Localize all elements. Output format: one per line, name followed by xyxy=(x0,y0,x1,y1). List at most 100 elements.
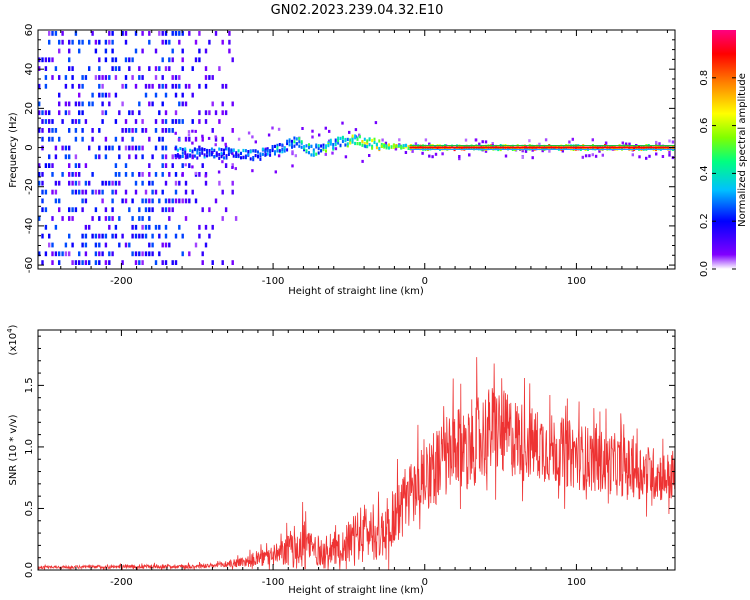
heatmap-cell xyxy=(221,216,224,221)
heatmap-cell xyxy=(201,134,204,138)
heatmap-cell xyxy=(305,149,308,153)
heatmap-cell xyxy=(124,83,128,89)
heatmap-cell xyxy=(269,149,272,153)
heatmap-cell xyxy=(191,189,194,195)
heatmap-cell xyxy=(94,189,98,195)
heatmap-cell xyxy=(171,198,174,204)
heatmap-cell xyxy=(151,207,154,213)
heatmap-cell xyxy=(188,22,190,27)
heatmap-cell xyxy=(71,66,74,71)
heatmap-cell xyxy=(385,144,388,148)
heatmap-cell xyxy=(232,148,235,152)
heatmap-cell xyxy=(131,251,134,257)
heatmap-cell xyxy=(134,154,138,160)
heatmap-cell xyxy=(182,22,184,27)
heatmap-cell xyxy=(154,189,158,195)
heatmap-cell xyxy=(218,156,221,160)
heatmap-cell xyxy=(74,207,78,213)
heatmap-cell xyxy=(91,92,94,98)
heatmap-cell xyxy=(108,224,111,230)
heatmap-cell xyxy=(141,260,144,265)
heatmap-cell xyxy=(78,260,81,265)
heatmap-cell xyxy=(311,135,314,139)
heatmap-cell xyxy=(215,153,218,157)
heatmap-cell xyxy=(177,138,181,142)
snr-y-axis-label: SNR (10 * v/v) xyxy=(8,414,19,485)
heatmap-cell xyxy=(288,143,291,147)
heatmap-cell xyxy=(148,101,151,107)
heatmap-cell xyxy=(68,180,71,186)
heatmap-cell xyxy=(208,39,211,45)
heatmap-cell xyxy=(218,153,221,157)
heatmap-cell xyxy=(158,198,161,204)
heatmap-cell xyxy=(194,39,198,45)
heatmap-cell xyxy=(247,153,250,157)
heatmap-cell xyxy=(317,147,320,151)
heatmap-cell xyxy=(174,131,177,135)
heatmap-cell xyxy=(531,156,534,160)
heatmap-cell xyxy=(148,242,151,248)
heatmap-cell xyxy=(398,138,401,142)
heatmap-cell xyxy=(54,180,58,186)
heatmap-cell xyxy=(58,198,61,204)
heatmap-cell xyxy=(158,224,161,230)
heatmap-cell xyxy=(191,66,194,71)
heatmap-cell xyxy=(531,148,534,152)
heatmap-cell xyxy=(212,22,214,27)
heatmap-cell xyxy=(224,83,228,89)
heatmap-cell xyxy=(473,147,475,151)
spectrogram-x-axis-label: Height of straight line (km) xyxy=(288,286,424,297)
heatmap-cell xyxy=(151,154,154,160)
heatmap-cell xyxy=(148,83,151,89)
heatmap-cell xyxy=(184,147,187,151)
heatmap-cell xyxy=(356,142,359,146)
heatmap-cell xyxy=(81,189,84,195)
heatmap-cell xyxy=(138,145,141,151)
heatmap-cell xyxy=(144,251,148,257)
heatmap-cell xyxy=(84,251,88,257)
heatmap-cell xyxy=(104,75,108,80)
heatmap-cell xyxy=(158,31,161,36)
heatmap-cell xyxy=(201,163,204,168)
heatmap-cell xyxy=(151,83,154,89)
heatmap-cell xyxy=(98,22,100,27)
heatmap-cell xyxy=(111,145,114,151)
heatmap-cell xyxy=(188,136,191,142)
heatmap-cell xyxy=(261,147,264,151)
x-tick-label: -200 xyxy=(110,276,133,287)
heatmap-cell xyxy=(187,133,191,137)
heatmap-cell xyxy=(181,57,184,63)
heatmap-cell xyxy=(151,251,154,257)
heatmap-cell xyxy=(492,147,495,151)
heatmap-cell xyxy=(91,31,94,36)
heatmap-cell xyxy=(154,75,158,80)
heatmap-cell xyxy=(111,189,114,195)
heatmap-cell xyxy=(207,136,211,140)
heatmap-cell xyxy=(247,150,250,154)
heatmap-cell xyxy=(224,110,228,116)
heatmap-cell xyxy=(655,140,658,144)
heatmap-cell xyxy=(171,128,174,133)
heatmap-cell xyxy=(124,163,128,168)
heatmap-cell xyxy=(293,140,296,144)
heatmap-cell xyxy=(381,138,384,142)
heatmap-cell xyxy=(317,151,320,155)
heatmap-cell xyxy=(523,144,526,148)
heatmap-cell xyxy=(400,146,403,150)
heatmap-cell xyxy=(78,163,81,168)
snr-panel: -200 -100 0 100 0.0 0.5 1.0 1.5 Height of stra… xyxy=(6,324,676,596)
heatmap-cell xyxy=(429,147,432,151)
heatmap-cell xyxy=(114,92,118,98)
heatmap-cell xyxy=(74,31,78,36)
heatmap-cell xyxy=(298,140,301,144)
heatmap-cell xyxy=(655,152,658,156)
heatmap-cell xyxy=(295,142,298,146)
heatmap-cell xyxy=(266,149,269,153)
heatmap-cell xyxy=(101,180,104,186)
heatmap-cell xyxy=(227,149,230,153)
heatmap-cell xyxy=(64,75,68,80)
heatmap-cell xyxy=(71,189,74,195)
heatmap-cell xyxy=(144,198,148,204)
heatmap-cell xyxy=(114,189,118,195)
heatmap-cell xyxy=(41,198,44,204)
